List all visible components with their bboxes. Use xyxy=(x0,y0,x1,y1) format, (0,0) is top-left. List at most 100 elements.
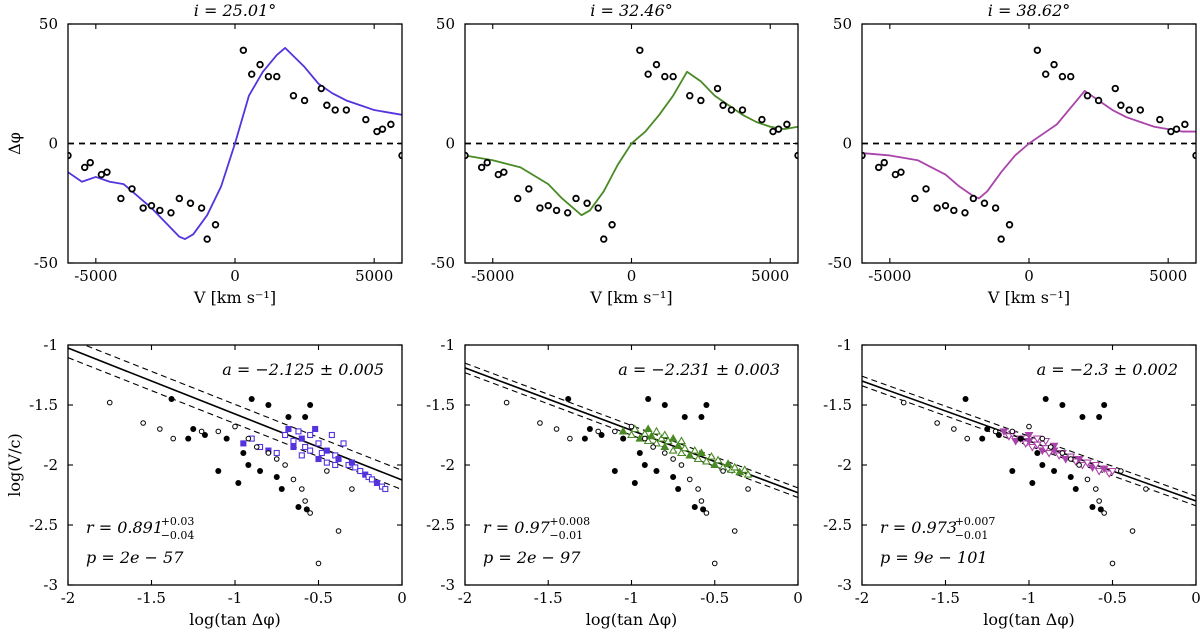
model-point xyxy=(668,446,678,454)
observed-point xyxy=(323,101,331,109)
model-point xyxy=(740,465,750,473)
fit-confidence-line xyxy=(862,385,1196,507)
correlation-lower-error: −0.04 xyxy=(161,529,195,542)
filled-observed-point xyxy=(215,468,222,474)
open-observed-point xyxy=(650,444,656,450)
chart-panel-bottom-2: a = −2.231 ± 0.003 r = 0.97 +0.008−0.01 p =… xyxy=(426,336,803,629)
observed-point xyxy=(636,46,644,54)
filled-observed-point xyxy=(285,414,292,420)
observed-point xyxy=(922,185,930,193)
open-observed-point xyxy=(157,426,163,432)
open-observed-point xyxy=(642,435,648,442)
x-tick-label: 0 xyxy=(1024,267,1034,285)
observed-point xyxy=(991,204,1000,212)
x-axis-label: log(tan Δφ) xyxy=(189,610,281,629)
y-tick-label: -2 xyxy=(440,456,455,474)
y-tick-label: -50 xyxy=(431,254,455,272)
filled-observed-point xyxy=(302,414,309,420)
y-tick-label: -2 xyxy=(837,456,852,474)
observed-point xyxy=(794,151,798,160)
open-observed-point xyxy=(302,498,308,504)
filled-observed-point xyxy=(995,432,1002,438)
y-tick-label: 0 xyxy=(48,135,58,153)
filled-observed-point xyxy=(1067,474,1074,480)
observed-point xyxy=(600,235,608,243)
filled-observed-point xyxy=(565,396,572,402)
filled-observed-point xyxy=(168,396,175,402)
open-observed-point xyxy=(1096,498,1102,504)
y-tick-label: -1 xyxy=(440,336,455,354)
filled-observed-point xyxy=(703,402,710,408)
y-tick-label: 50 xyxy=(833,15,852,33)
open-observed-point xyxy=(232,423,238,430)
observed-point xyxy=(1181,120,1189,129)
model-point xyxy=(660,442,670,451)
filled-observed-point xyxy=(661,402,668,408)
chart-panel-top-2: -5000 0 5000 -50 0 50 i = 32.46° V [km s⁻¹] xyxy=(431,1,799,307)
model-curve xyxy=(465,70,798,217)
model-point xyxy=(685,450,695,459)
observed-point xyxy=(1067,72,1075,81)
model-point xyxy=(332,461,339,469)
observed-point xyxy=(961,209,969,217)
x-tick-label: -5000 xyxy=(471,267,514,285)
filled-observed-point xyxy=(653,468,660,474)
model-point xyxy=(328,431,335,439)
model-point xyxy=(315,440,322,447)
open-observed-point xyxy=(992,428,999,435)
open-observed-point xyxy=(686,476,693,483)
filled-observed-point xyxy=(691,504,698,510)
x-tick-label: 5000 xyxy=(1149,267,1187,285)
model-point xyxy=(290,443,297,451)
observed-point xyxy=(1125,106,1133,114)
model-point xyxy=(723,459,733,467)
model-point xyxy=(1091,461,1101,470)
model-point xyxy=(240,440,247,447)
x-tick-label: -5000 xyxy=(74,267,117,285)
y-axis-label: log(V/c) xyxy=(5,433,24,496)
observed-point xyxy=(997,235,1005,243)
open-observed-point xyxy=(951,426,957,432)
open-observed-point xyxy=(553,426,560,432)
model-point xyxy=(713,455,723,464)
filled-observed-point xyxy=(962,396,969,402)
correlation-upper-error: +0.007 xyxy=(955,515,996,528)
open-observed-point xyxy=(307,510,313,516)
open-observed-point xyxy=(1118,468,1124,474)
observed-point xyxy=(911,194,919,203)
model-point xyxy=(368,476,375,483)
fit-slope-annotation: a = −2.231 ± 0.003 xyxy=(618,360,780,379)
model-point xyxy=(1024,431,1034,440)
model-point xyxy=(382,485,389,493)
filled-observed-point xyxy=(681,414,688,420)
observed-point xyxy=(880,158,888,167)
filled-observed-point xyxy=(598,432,605,438)
model-point xyxy=(285,425,292,433)
model-point xyxy=(647,431,656,440)
observed-point xyxy=(300,96,309,105)
observed-point xyxy=(289,91,298,100)
x-tick-label: 5000 xyxy=(355,267,393,285)
model-point xyxy=(1099,465,1109,474)
observed-point xyxy=(342,106,351,114)
y-tick-label: 50 xyxy=(39,15,58,33)
open-observed-point xyxy=(198,428,205,435)
observed-point xyxy=(1172,125,1181,133)
x-tick-label: -0.5 xyxy=(304,589,333,607)
filled-observed-point xyxy=(235,480,242,486)
x-tick-label: -0.5 xyxy=(1098,589,1127,607)
open-observed-point xyxy=(1039,435,1046,442)
model-point xyxy=(660,430,670,439)
filled-observed-point xyxy=(984,426,991,432)
observed-point xyxy=(980,199,989,207)
correlation-upper-error: +0.008 xyxy=(549,515,590,528)
panel-title: i = 25.01° xyxy=(194,1,277,20)
open-observed-point xyxy=(711,560,718,567)
observed-point xyxy=(544,201,552,210)
observed-point xyxy=(1005,221,1014,229)
observed-point xyxy=(941,201,950,210)
observed-point xyxy=(175,194,184,203)
x-axis-label: V [km s⁻¹] xyxy=(987,288,1070,307)
model-point xyxy=(696,448,706,457)
